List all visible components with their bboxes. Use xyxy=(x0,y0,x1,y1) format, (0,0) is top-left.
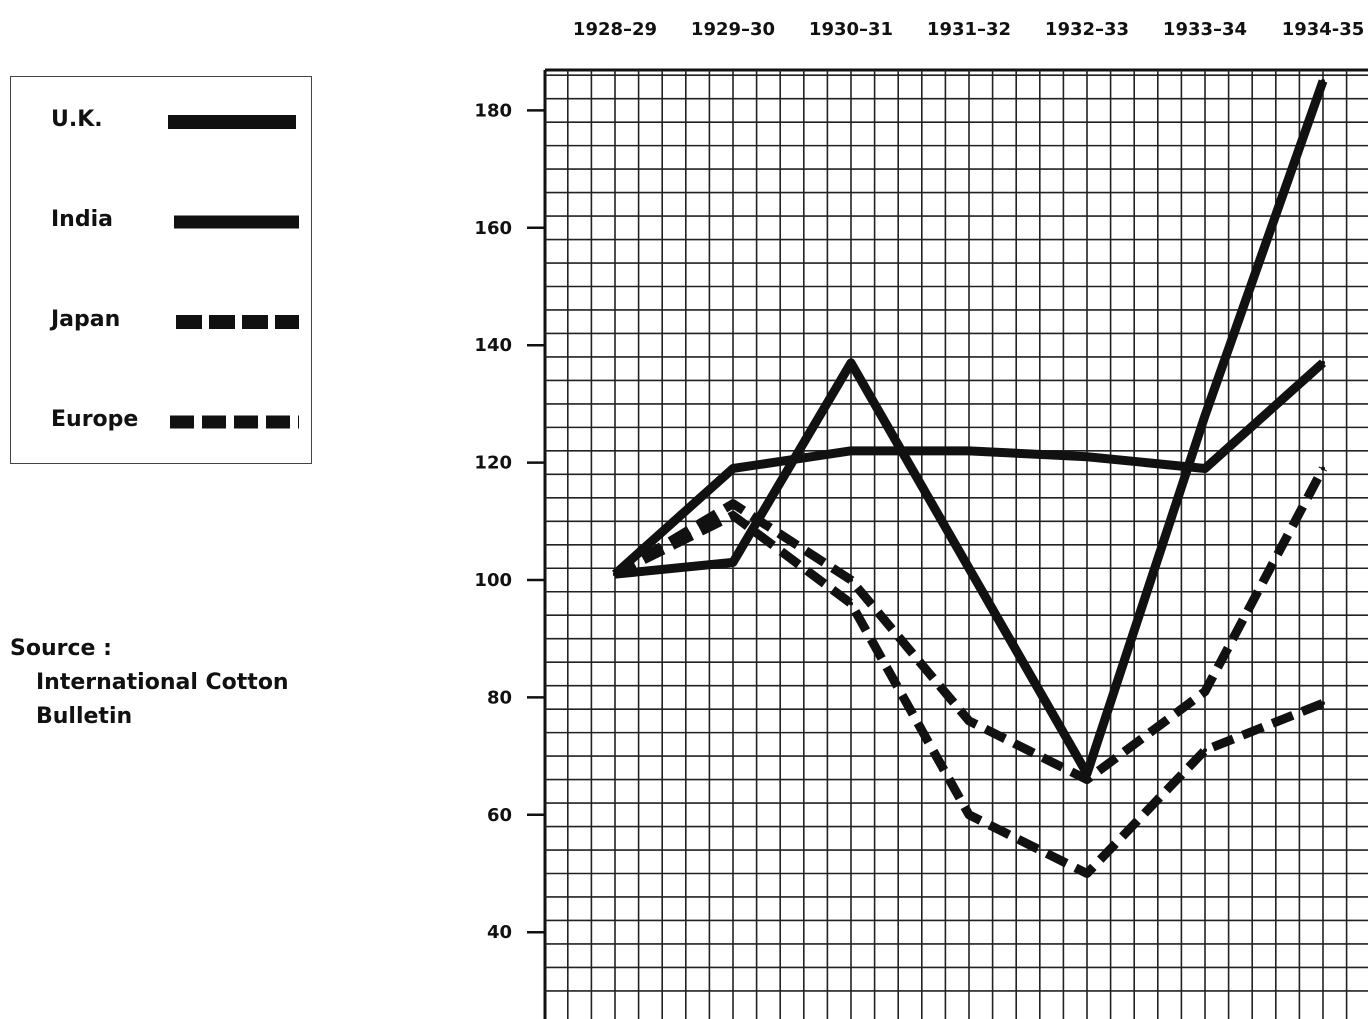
legend-label: U.K. xyxy=(51,107,103,132)
data-point xyxy=(1321,466,1325,471)
data-point xyxy=(849,360,853,365)
data-point xyxy=(1321,360,1325,365)
data-point xyxy=(731,501,735,506)
legend-swatch-japan xyxy=(176,315,299,329)
legend-swatch-uk xyxy=(168,115,296,129)
legend-swatch-europe xyxy=(170,415,299,429)
chart-grid xyxy=(543,68,1368,1019)
source-line-2: Bulletin xyxy=(36,704,133,729)
y-tick-label: 180 xyxy=(474,100,512,121)
data-point xyxy=(967,448,971,453)
data-point xyxy=(613,572,617,577)
data-point xyxy=(1203,748,1207,753)
data-point xyxy=(1203,689,1207,694)
y-tick-label: 100 xyxy=(474,570,512,591)
x-tick-label: 1933–34 xyxy=(1163,19,1247,40)
data-point xyxy=(967,566,971,571)
legend-label: Europe xyxy=(51,407,139,432)
data-point xyxy=(1085,777,1089,782)
source-heading: Source : xyxy=(10,636,112,661)
data-point xyxy=(1085,454,1089,459)
x-tick-label: 1930–31 xyxy=(809,19,893,40)
legend: U.K. India Japan Europe xyxy=(10,76,312,464)
data-point xyxy=(967,718,971,723)
x-axis: 1928–29 1929–30 1930–31 1931–32 1932–33 1933–… xyxy=(573,19,1364,40)
data-point xyxy=(1203,466,1207,471)
y-tick-label: 40 xyxy=(487,922,512,943)
data-point xyxy=(967,812,971,817)
y-tick-label: 120 xyxy=(474,453,512,474)
x-tick-label: 1931–32 xyxy=(927,19,1011,40)
data-point xyxy=(731,560,735,565)
chart-series xyxy=(611,79,1328,878)
data-point xyxy=(1085,871,1089,876)
y-tick-label: 140 xyxy=(474,335,512,356)
data-point xyxy=(849,448,853,453)
x-tick-label: 1928–29 xyxy=(573,19,657,40)
source-note: Source : International Cotton Bulletin xyxy=(10,632,289,734)
legend-item-japan: Japan xyxy=(11,301,311,341)
data-point xyxy=(731,466,735,471)
data-point xyxy=(849,601,853,606)
y-tick-label: 80 xyxy=(487,687,512,708)
legend-item-india: India xyxy=(11,201,311,241)
data-point xyxy=(1203,413,1207,418)
legend-swatch-india xyxy=(174,215,299,229)
data-point xyxy=(1321,79,1325,84)
x-tick-label: 1932–33 xyxy=(1045,19,1129,40)
source-line-1: International Cotton xyxy=(36,670,289,695)
y-tick-label: 160 xyxy=(474,218,512,239)
x-tick-label: 1929–30 xyxy=(691,19,775,40)
data-point xyxy=(1321,701,1325,706)
legend-label: Japan xyxy=(51,307,121,332)
legend-item-uk: U.K. xyxy=(11,101,311,141)
data-point xyxy=(731,513,735,518)
legend-item-europe: Europe xyxy=(11,401,311,441)
y-tick-label: 60 xyxy=(487,805,512,826)
y-axis: 40 60 80 100 120 140 160 180 xyxy=(474,100,545,943)
legend-label: India xyxy=(51,207,113,232)
x-tick-label: 1934-35 xyxy=(1282,19,1365,40)
data-point xyxy=(849,578,853,582)
